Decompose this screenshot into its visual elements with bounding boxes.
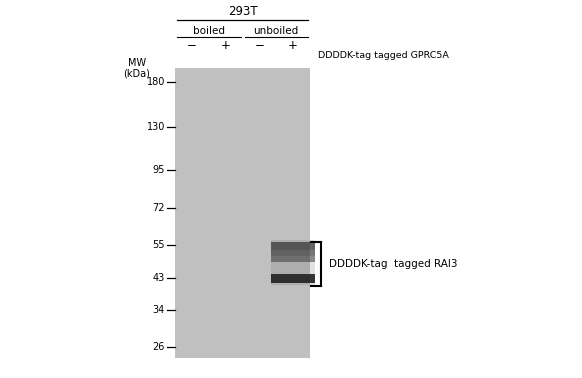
Bar <box>271 240 315 285</box>
Bar <box>271 242 315 249</box>
Text: −: − <box>187 39 197 52</box>
Text: −: − <box>254 39 264 52</box>
Text: MW: MW <box>128 59 146 68</box>
Text: 72: 72 <box>152 203 165 213</box>
Text: 26: 26 <box>152 342 165 352</box>
Text: +: + <box>221 39 230 52</box>
Text: 130: 130 <box>147 122 165 132</box>
Bar <box>271 249 315 256</box>
Text: 180: 180 <box>147 77 165 87</box>
Bar <box>271 256 315 262</box>
Text: +: + <box>288 39 298 52</box>
Text: 95: 95 <box>152 165 165 175</box>
Text: 293T: 293T <box>228 5 257 18</box>
Text: 55: 55 <box>152 240 165 249</box>
Text: 43: 43 <box>152 273 165 283</box>
Bar <box>175 68 310 358</box>
Bar <box>271 274 315 283</box>
Text: DDDDK-tag  tagged RAI3: DDDDK-tag tagged RAI3 <box>329 259 457 269</box>
Text: 34: 34 <box>152 305 165 315</box>
Text: boiled: boiled <box>193 26 225 36</box>
Text: unboiled: unboiled <box>254 26 299 36</box>
Text: DDDDK-tag tagged GPRC5A: DDDDK-tag tagged GPRC5A <box>318 51 449 59</box>
Text: (kDa): (kDa) <box>123 68 150 78</box>
